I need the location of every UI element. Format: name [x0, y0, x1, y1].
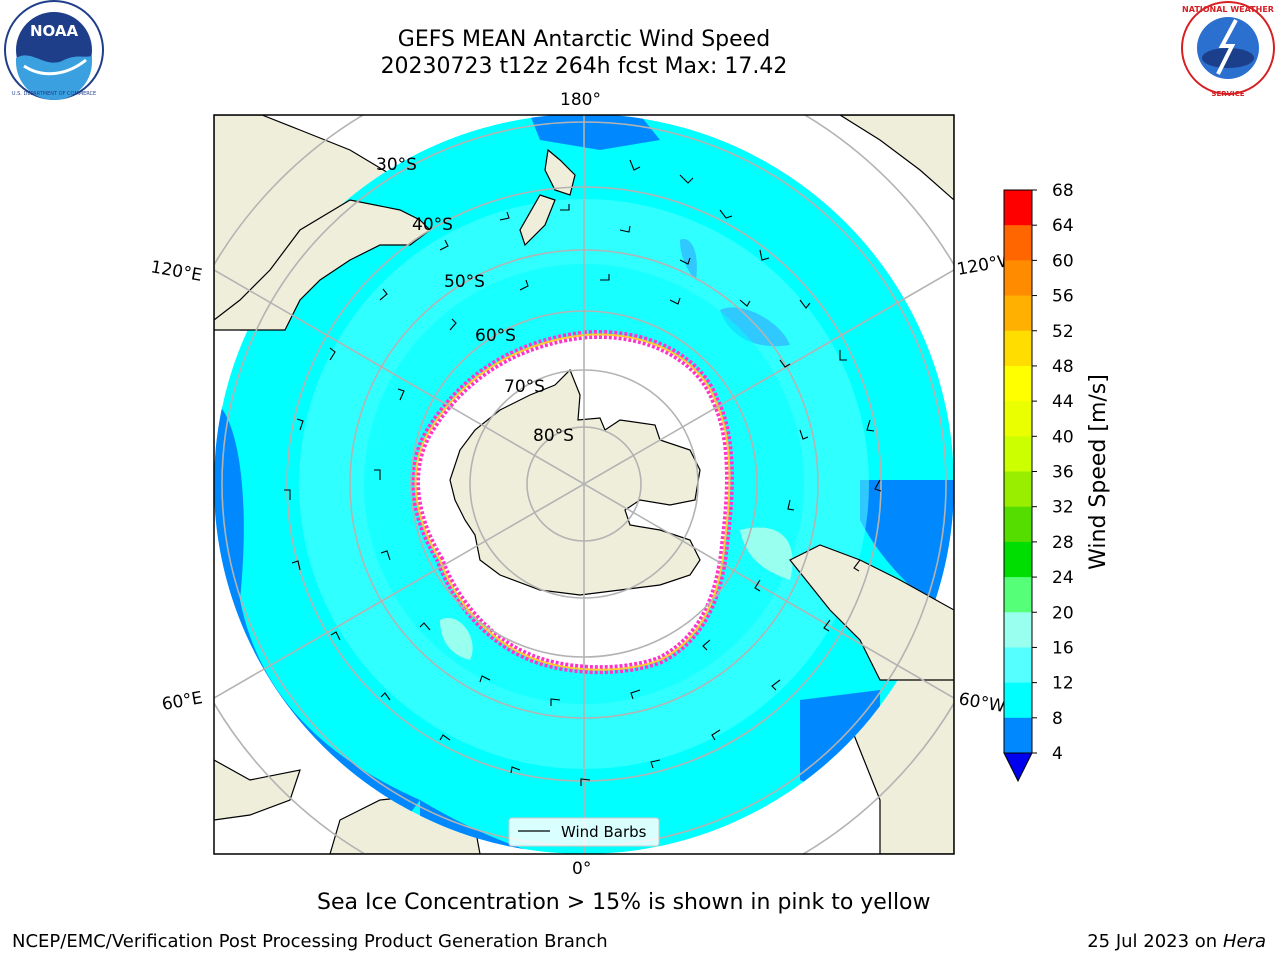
colorbar-tick-label: 68: [1052, 181, 1074, 201]
colorbar-tick-label: 56: [1052, 287, 1074, 307]
noaa-logo-text: NOAA: [30, 22, 79, 40]
colorbar-tick-label: 32: [1052, 498, 1074, 518]
lon-label-60e: 60°E: [160, 688, 204, 715]
colorbar-tick-label: 16: [1052, 638, 1074, 658]
colorbar-segment: [1004, 190, 1032, 226]
colorbar-tick-label: 12: [1052, 674, 1074, 694]
colorbar-tick-label: 64: [1052, 216, 1074, 236]
colorbar-tick-label: 52: [1052, 322, 1074, 342]
colorbar-tick-label: 36: [1052, 463, 1074, 483]
colorbar-segment: [1004, 577, 1032, 613]
colorbar-tick-label: 40: [1052, 427, 1074, 447]
colorbar-tick-label: 28: [1052, 533, 1074, 553]
land-inside: [214, 148, 954, 681]
colorbar-segment: [1004, 647, 1032, 684]
wind-barbs: [284, 159, 882, 786]
colorbar-tick-label: 4: [1052, 744, 1063, 764]
lat-label-50s: 50°S: [444, 272, 485, 292]
antarctica: [449, 368, 701, 596]
colorbar: 68 64 60 56 52 48 44 40 36 32 28 24 20 16 12 8 4: [1003, 181, 1074, 783]
svg-text:NATIONAL WEATHER: NATIONAL WEATHER: [1182, 5, 1274, 14]
lon-label-0: 0°: [572, 859, 591, 879]
footer-date: 25 Jul 2023 on Hera: [1087, 931, 1266, 952]
svg-text:U.S. DEPARTMENT OF COMMERCE: U.S. DEPARTMENT OF COMMERCE: [12, 91, 96, 97]
colorbar-segment: [1004, 295, 1032, 332]
colorbar-extend: [1003, 752, 1033, 783]
map-subtitle: 20230723 t12z 264h fcst Max: 17.42: [380, 54, 788, 79]
lon-label-60w: 60°W: [957, 689, 1007, 717]
colorbar-segment: [1004, 436, 1032, 472]
colorbar-tick-label: 20: [1052, 603, 1074, 623]
lon-label-120e: 120°E: [149, 257, 203, 286]
lat-label-30s: 30°S: [376, 155, 417, 175]
sea-ice-caption: Sea Ice Concentration > 15% is shown in …: [317, 890, 931, 915]
colorbar-label: Wind Speed [m/s]: [1086, 374, 1111, 570]
legend-wind-barbs: Wind Barbs: [561, 823, 647, 841]
colorbar-tick-label: 60: [1052, 251, 1074, 271]
colorbar-tick-label: 24: [1052, 568, 1074, 588]
colorbar-segment: [1004, 365, 1032, 402]
colorbar-tick-label: 8: [1052, 709, 1063, 729]
noaa-logo: NOAA U.S. DEPARTMENT OF COMMERCE: [4, 0, 104, 100]
colorbar-segment: [1004, 330, 1032, 367]
nws-logo: NATIONAL WEATHER SERVICE: [1181, 1, 1275, 98]
lat-label-40s: 40°S: [412, 215, 453, 235]
map-legend: Wind Barbs: [508, 817, 660, 847]
colorbar-segment: [1004, 260, 1032, 297]
colorbar-segment: [1004, 506, 1032, 543]
colorbar-segment: [1004, 401, 1032, 437]
lon-label-180: 180°: [560, 90, 601, 110]
colorbar-segment: [1004, 541, 1032, 578]
lat-label-70s: 70°S: [504, 377, 545, 397]
lat-label-60s: 60°S: [475, 326, 516, 346]
colorbar-tick-label: 44: [1052, 392, 1074, 412]
footer-credit: NCEP/EMC/Verification Post Processing Pr…: [12, 931, 608, 952]
lat-label-80s: 80°S: [533, 426, 574, 446]
colorbar-segment: [1004, 471, 1032, 508]
colorbar-segment: [1004, 682, 1032, 719]
svg-text:SERVICE: SERVICE: [1211, 90, 1244, 98]
map-frame: [213, 114, 955, 855]
footer-host: Hera: [1222, 931, 1266, 952]
footer-date-text: 25 Jul 2023 on: [1087, 931, 1223, 952]
colorbar-tick-label: 48: [1052, 357, 1074, 377]
colorbar-segment: [1004, 225, 1032, 261]
map-title: GEFS MEAN Antarctic Wind Speed: [397, 27, 771, 52]
colorbar-segment: [1004, 612, 1032, 648]
colorbar-segment: [1004, 717, 1032, 754]
